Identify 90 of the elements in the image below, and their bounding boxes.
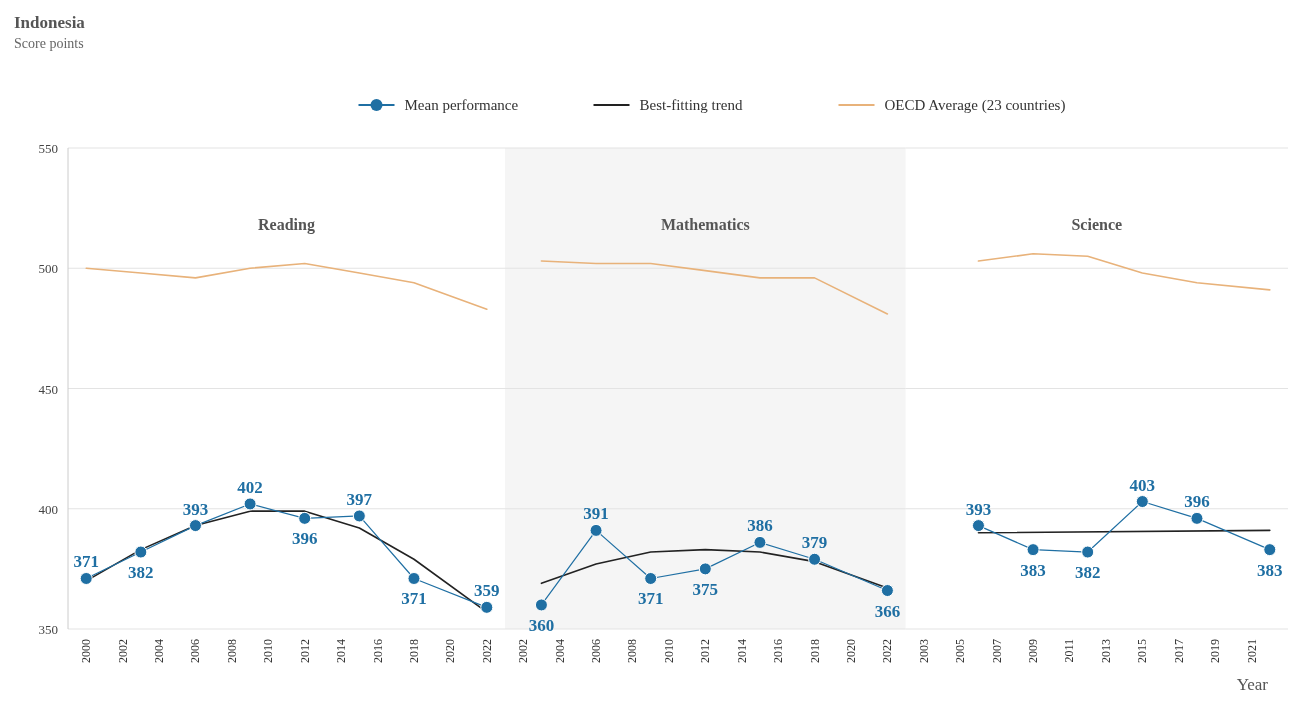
- data-label: 383: [1257, 560, 1283, 580]
- point: [1263, 543, 1277, 557]
- annotation: Mathematics: [660, 216, 750, 233]
- point: [753, 535, 767, 549]
- point: [480, 600, 494, 614]
- point: [589, 523, 603, 537]
- legend-label: OECD Average (23 countries): [884, 97, 1066, 114]
- point: [1081, 545, 1095, 559]
- point: [352, 509, 366, 523]
- point: [243, 497, 257, 511]
- y-tick-label: 500: [38, 261, 58, 277]
- y-tick-label: 450: [38, 381, 58, 397]
- x-tick-label: 2005: [953, 639, 968, 663]
- y-tick-label: 350: [38, 622, 58, 637]
- data-label: 393: [965, 499, 992, 519]
- y-tick-label: 400: [38, 501, 58, 517]
- point: [298, 511, 312, 525]
- data-label: 360: [528, 615, 555, 635]
- x-tick-label: 2016: [370, 639, 385, 663]
- x-tick-label: 2009: [1026, 639, 1041, 663]
- data-label: 386: [747, 516, 773, 536]
- point: [971, 519, 985, 533]
- data-label: 382: [1074, 563, 1101, 583]
- x-tick-label: 2020: [443, 639, 458, 663]
- point: [698, 562, 712, 576]
- point: [134, 545, 148, 559]
- point: [1190, 511, 1204, 525]
- data-label: 371: [401, 589, 427, 609]
- data-label: 391: [583, 504, 609, 524]
- data-label: 366: [874, 601, 901, 621]
- point: [1026, 543, 1040, 557]
- data-label: 397: [346, 489, 373, 509]
- x-tick-label: 2014: [734, 639, 749, 663]
- x-tick-label: 2010: [261, 639, 276, 663]
- point: [79, 572, 93, 585]
- data-label: 396: [1184, 492, 1210, 512]
- x-tick-label: 2002: [115, 639, 130, 663]
- x-tick-label: 2010: [661, 639, 676, 663]
- data-label: 402: [237, 477, 263, 497]
- point: [1135, 495, 1149, 509]
- legend-label: Mean performance: [404, 97, 519, 113]
- x-tick-label: 2017: [1171, 639, 1186, 663]
- x-tick-label: 2004: [552, 639, 567, 663]
- x-tick-label: 2003: [916, 639, 931, 663]
- x-tick-label: 2004: [152, 639, 167, 663]
- point: [188, 519, 202, 533]
- data-label: 383: [1020, 560, 1046, 580]
- x-tick-label: 2019: [1208, 639, 1223, 663]
- x-tick-label: 2018: [406, 639, 421, 663]
- annotation: Reading: [258, 216, 315, 234]
- point: [407, 572, 421, 585]
- x-tick-label: 2020: [843, 639, 858, 663]
- data-label: 379: [801, 533, 828, 553]
- chart-title: Indonesia: [14, 13, 86, 32]
- x-axis-title: Year: [1236, 675, 1269, 694]
- data-label: 382: [128, 563, 154, 583]
- x-tick-label: 2006: [188, 639, 203, 663]
- x-tick-label: 2014: [334, 639, 349, 663]
- point: [644, 572, 658, 585]
- x-tick-label: 2002: [516, 639, 531, 663]
- x-tick-label: 2012: [297, 639, 312, 663]
- x-tick-label: 2007: [989, 639, 1004, 663]
- x-tick-label: 2018: [807, 639, 822, 663]
- data-label: 396: [291, 529, 318, 549]
- point: [808, 552, 822, 566]
- x-tick-label: 2008: [224, 639, 239, 663]
- chart-subtitle: Score points: [14, 36, 84, 51]
- data-label: 371: [73, 552, 99, 572]
- data-label: 359: [474, 581, 500, 601]
- point: [534, 598, 548, 612]
- line-series: [85, 262, 488, 310]
- data-label: 375: [692, 579, 719, 599]
- x-tick-label: 2011: [1062, 639, 1077, 663]
- x-tick-label: 2022: [880, 639, 895, 663]
- data-label: 393: [182, 499, 209, 519]
- legend-label: Best-fitting trend: [639, 97, 743, 113]
- y-tick-label: 550: [38, 141, 58, 156]
- x-tick-label: 2021: [1244, 639, 1259, 663]
- x-tick-label: 2000: [79, 639, 94, 663]
- x-tick-label: 2013: [1098, 639, 1113, 663]
- point: [880, 584, 894, 598]
- x-tick-label: 2016: [771, 639, 786, 663]
- x-tick-label: 2008: [625, 639, 640, 663]
- x-tick-label: 2022: [479, 639, 494, 663]
- x-tick-label: 2015: [1135, 639, 1150, 663]
- annotation: Science: [1071, 216, 1123, 233]
- x-tick-label: 2012: [698, 639, 713, 663]
- data-label: 371: [637, 589, 664, 609]
- data-label: 403: [1129, 475, 1156, 495]
- x-tick-label: 2006: [589, 639, 604, 663]
